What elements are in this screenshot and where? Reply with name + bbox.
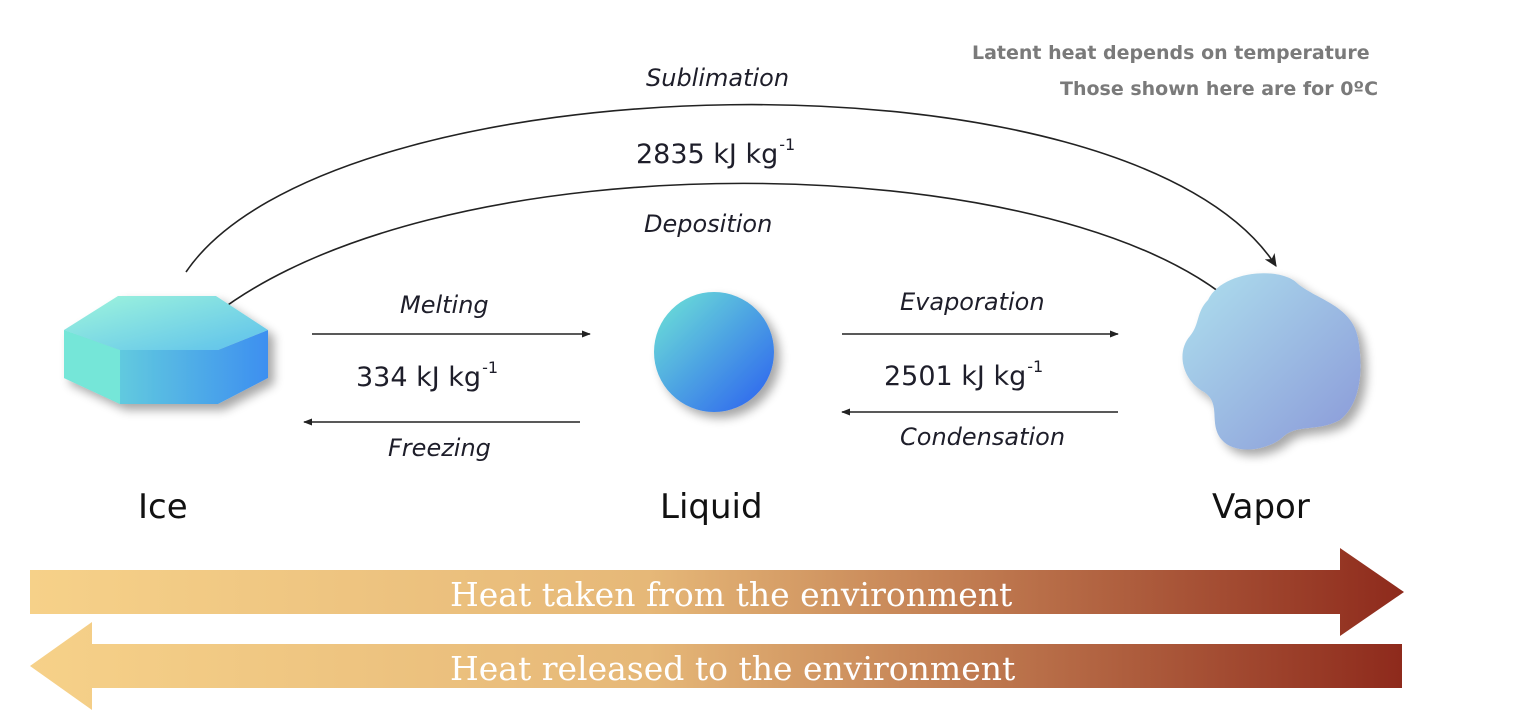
state-label-ice: Ice (138, 487, 188, 527)
ice-liquid-heat-value: 334 kJ kg (356, 362, 482, 393)
ice-liquid-latent-heat: 334 kJ kg-1 (356, 360, 498, 393)
note-line-2: Those shown here are for 0ºC (1060, 78, 1379, 100)
condensation-label: Condensation (900, 423, 1066, 451)
liquid-vapor-heat-exponent: -1 (1027, 357, 1044, 376)
heat-taken-band (30, 548, 1404, 636)
deposition-arrow (183, 182, 1271, 347)
ice-liquid-heat-exponent: -1 (482, 358, 499, 377)
heat-released-label: Heat released to the environment (450, 649, 1016, 688)
ice-vapor-heat-exponent: -1 (779, 135, 796, 154)
note-line-1: Latent heat depends on temperature (972, 42, 1370, 64)
ice-crystal-icon (64, 296, 268, 404)
sublimation-label: Sublimation (646, 64, 790, 92)
liquid-droplet-icon (654, 292, 774, 412)
heat-released-band (30, 622, 1402, 710)
state-label-vapor: Vapor (1212, 487, 1310, 527)
heat-taken-label: Heat taken from the environment (450, 575, 1013, 614)
ice-vapor-latent-heat: 2835 kJ kg-1 (636, 137, 795, 170)
vapor-cloud-icon (1182, 273, 1361, 450)
evaporation-label: Evaporation (900, 288, 1045, 316)
state-label-liquid: Liquid (660, 487, 763, 527)
liquid-vapor-heat-value: 2501 kJ kg (884, 361, 1027, 392)
deposition-label: Deposition (644, 210, 773, 238)
melting-label: Melting (400, 291, 489, 319)
freezing-label: Freezing (388, 434, 491, 462)
liquid-vapor-latent-heat: 2501 kJ kg-1 (884, 359, 1043, 392)
sublimation-arrow (185, 103, 1277, 273)
ice-vapor-heat-value: 2835 kJ kg (636, 139, 779, 170)
